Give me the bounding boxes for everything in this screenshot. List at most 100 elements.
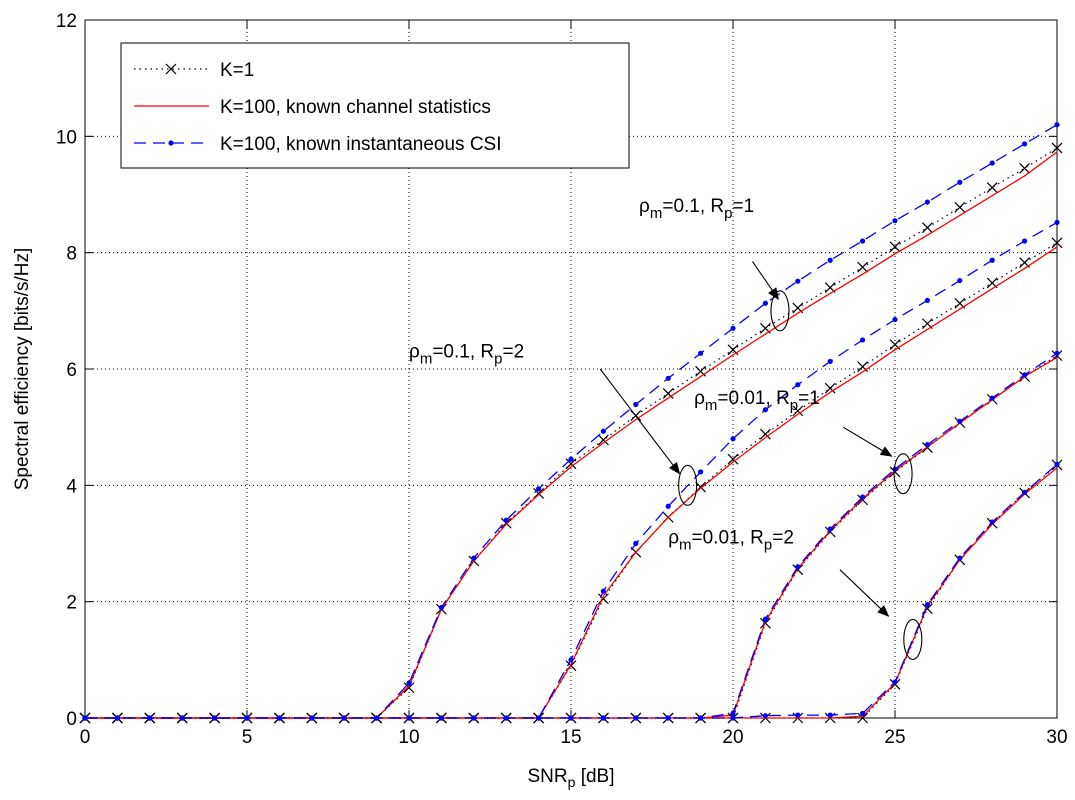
legend: K=1 K=100, known channel statistics K=100,… bbox=[120, 42, 630, 169]
data-point-csi bbox=[665, 375, 671, 381]
data-point-csi bbox=[989, 519, 995, 525]
data-point-k1 bbox=[792, 405, 804, 417]
annotation-arrow bbox=[842, 426, 893, 457]
data-point-csi bbox=[860, 337, 866, 343]
data-point-csi bbox=[892, 316, 898, 323]
data-point-csi bbox=[503, 715, 509, 721]
data-point-csi bbox=[374, 715, 380, 721]
data-point-csi bbox=[179, 715, 185, 721]
data-point-csi bbox=[989, 257, 995, 263]
data-point-csi bbox=[827, 358, 833, 365]
annotation-label: ρm=0.1, Rp=2 bbox=[409, 341, 524, 367]
annotation-arrow bbox=[839, 569, 890, 617]
curve-group-rho001-R2 bbox=[79, 459, 1063, 724]
data-point-csi bbox=[568, 456, 574, 462]
data-point-csi bbox=[212, 715, 218, 721]
data-point-csi bbox=[1022, 141, 1028, 147]
data-point-csi bbox=[827, 526, 833, 532]
annotation-ellipse bbox=[678, 464, 698, 506]
data-point-k1 bbox=[1051, 142, 1063, 154]
ann-rho01-R2: ρm=0.1, Rp=2 bbox=[409, 341, 698, 506]
data-point-csi bbox=[276, 715, 282, 721]
ann-rho001-R1: ρm=0.01, Rp=1 bbox=[694, 388, 913, 495]
data-point-csi bbox=[892, 218, 898, 224]
data-point-csi bbox=[957, 555, 963, 561]
data-point-k1 bbox=[727, 453, 739, 465]
y-tick-label: 4 bbox=[66, 476, 77, 497]
data-point-csi bbox=[795, 564, 801, 570]
data-point-csi bbox=[1022, 238, 1028, 244]
data-point-csi bbox=[730, 710, 736, 716]
data-point-csi bbox=[536, 486, 542, 492]
data-point-csi bbox=[892, 679, 898, 685]
data-point-csi bbox=[406, 715, 412, 721]
data-point-csi bbox=[762, 407, 769, 413]
data-point-csi bbox=[860, 238, 866, 244]
data-point-csi bbox=[730, 715, 736, 721]
data-point-csi bbox=[244, 715, 250, 721]
data-point-csi bbox=[665, 503, 671, 509]
data-point-csi bbox=[438, 715, 444, 721]
data-point-csi bbox=[924, 297, 931, 303]
ann-rho01-R1: ρm=0.1, Rp=1 bbox=[639, 196, 790, 332]
data-point-k1 bbox=[662, 388, 674, 399]
data-point-k1 bbox=[1051, 237, 1063, 249]
x-tick-label: 0 bbox=[80, 727, 91, 748]
series bbox=[79, 122, 1063, 724]
data-point-k1 bbox=[403, 682, 415, 694]
data-point-k1 bbox=[889, 241, 901, 253]
legend-label: K=1 bbox=[220, 60, 254, 81]
data-point-csi bbox=[698, 469, 704, 475]
annotation-ellipse bbox=[893, 453, 913, 495]
data-point-csi bbox=[568, 715, 574, 721]
data-point-csi bbox=[536, 715, 542, 721]
data-point-csi bbox=[633, 540, 639, 547]
data-point-k1 bbox=[565, 458, 577, 470]
data-point-k1 bbox=[954, 201, 966, 213]
data-point-csi bbox=[471, 715, 477, 721]
data-point-csi bbox=[471, 555, 477, 561]
data-point-k1 bbox=[857, 261, 869, 273]
data-point-csi bbox=[989, 395, 995, 401]
ann-rho001-R2: ρm=0.01, Rp=2 bbox=[668, 528, 923, 661]
data-point-csi bbox=[600, 715, 607, 721]
data-point-k1 bbox=[500, 517, 512, 529]
data-point-csi bbox=[633, 401, 639, 408]
data-point-csi bbox=[762, 713, 769, 719]
data-point-csi bbox=[957, 179, 963, 185]
annotation-ellipse bbox=[903, 618, 923, 661]
data-point-csi bbox=[1022, 372, 1028, 378]
data-point-csi bbox=[924, 442, 931, 448]
annotation-label: ρm=0.01, Rp=2 bbox=[668, 528, 794, 554]
data-point-csi bbox=[600, 588, 607, 594]
data-point-csi bbox=[730, 325, 736, 331]
data-point-csi bbox=[989, 160, 995, 166]
data-point-csi bbox=[924, 199, 931, 205]
data-point-csi bbox=[924, 601, 931, 608]
data-point-csi bbox=[730, 436, 736, 442]
data-point-csi bbox=[82, 715, 88, 721]
data-point-csi bbox=[860, 494, 866, 500]
x-axis-label: SNRp [dB] bbox=[528, 766, 615, 790]
x-tick-label: 30 bbox=[1046, 727, 1067, 748]
y-tick-label: 2 bbox=[66, 593, 77, 614]
data-point-csi bbox=[860, 710, 866, 716]
data-point-csi bbox=[568, 657, 574, 663]
data-point-csi bbox=[147, 715, 153, 721]
data-point-csi bbox=[698, 350, 704, 356]
data-point-csi bbox=[1054, 350, 1060, 356]
y-tick-label: 0 bbox=[66, 709, 77, 730]
data-point-csi bbox=[762, 616, 769, 622]
data-point-k1 bbox=[759, 428, 771, 440]
data-point-csi bbox=[665, 715, 671, 721]
x-tick-label: 10 bbox=[398, 727, 419, 748]
data-point-csi bbox=[309, 715, 315, 721]
data-point-csi bbox=[827, 712, 833, 718]
annotation-arrow bbox=[751, 261, 779, 301]
data-point-k1 bbox=[986, 182, 998, 193]
data-point-k1 bbox=[824, 382, 836, 394]
data-point-csi bbox=[1054, 219, 1060, 226]
data-point-csi bbox=[406, 680, 412, 686]
data-point-csi bbox=[957, 418, 963, 424]
